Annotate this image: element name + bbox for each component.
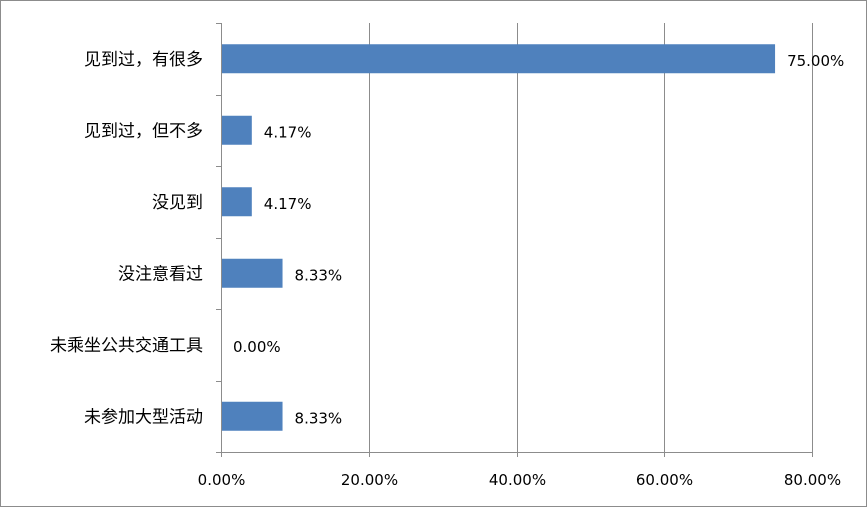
x-tick-label-0: 0.00%: [198, 471, 246, 489]
x-tick-label-2: 40.00%: [489, 471, 546, 489]
axes: [216, 23, 813, 457]
x-tick-label-1: 20.00%: [341, 471, 398, 489]
x-tick-label-3: 60.00%: [636, 471, 693, 489]
category-label-1: 见到过，但不多: [84, 121, 203, 141]
x-tick-label-4: 80.00%: [784, 471, 841, 489]
bar-0: [222, 44, 776, 74]
value-label-0: 75.00%: [787, 52, 844, 70]
category-label-3: 没注意看过: [118, 264, 203, 284]
gridlines: [369, 23, 813, 452]
bars: [222, 44, 776, 431]
bar-5: [222, 401, 283, 431]
labels: 0.00% 20.00% 40.00% 60.00% 80.00% 见到过，有很多 75.0…: [50, 50, 844, 489]
value-label-5: 8.33%: [295, 409, 343, 427]
bar-2: [222, 187, 252, 217]
bar-3: [222, 258, 283, 288]
category-label-0: 见到过，有很多: [84, 50, 203, 70]
value-label-2: 4.17%: [264, 195, 312, 213]
value-label-1: 4.17%: [264, 123, 312, 141]
category-label-5: 未参加大型活动: [84, 407, 203, 427]
value-label-4: 0.00%: [233, 338, 281, 356]
category-label-2: 没见到: [152, 193, 203, 213]
value-label-3: 8.33%: [295, 266, 343, 284]
category-label-4: 未乘坐公共交通工具: [50, 336, 203, 356]
bar-1: [222, 115, 252, 145]
